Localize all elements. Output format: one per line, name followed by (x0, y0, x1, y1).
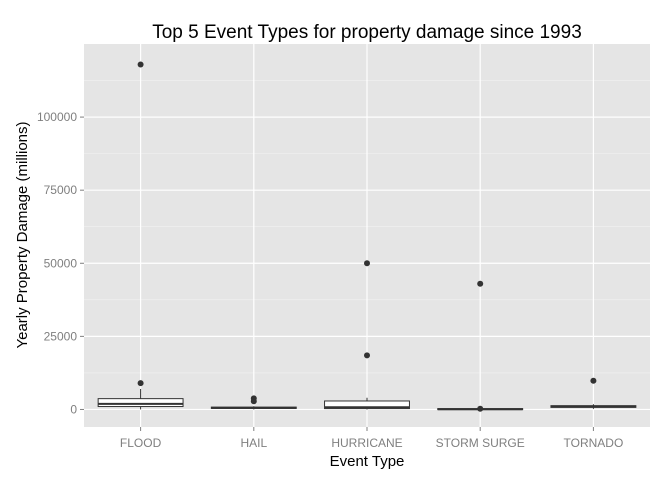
y-axis-title: Yearly Property Damage (millions) (14, 121, 31, 348)
outlier-point (137, 380, 144, 387)
x-tick-label: HURRICANE (331, 436, 402, 450)
box-flood (97, 61, 184, 410)
x-tick-label: STORM SURGE (436, 436, 525, 450)
outlier-point (364, 352, 370, 359)
y-tick-label: 75000 (44, 183, 78, 197)
y-tick-label: 100000 (37, 110, 77, 124)
box-body (97, 398, 184, 408)
box-hail (210, 395, 297, 410)
box-storm-surge (437, 280, 524, 412)
outlier-point (250, 398, 257, 405)
outlier-point (477, 280, 484, 287)
outlier-point (590, 377, 597, 384)
box-tornado (550, 377, 637, 409)
y-tick-label: 50000 (44, 256, 78, 270)
x-axis-title: Event Type (330, 453, 405, 470)
outlier-point (137, 61, 144, 68)
y-tick-label: 25000 (44, 329, 78, 343)
box-group (97, 61, 637, 412)
x-tick-label: FLOOD (120, 436, 162, 450)
box-body (324, 400, 410, 410)
y-axis-ticks: 0 25000 50000 75000 100000 (37, 110, 84, 416)
grid-lines (84, 44, 650, 427)
x-tick-label: HAIL (240, 436, 267, 450)
chart-title: Top 5 Event Types for property damage si… (152, 22, 582, 43)
y-tick-label: 0 (70, 402, 77, 416)
box-hurricane (324, 260, 410, 410)
x-axis-ticks: FLOOD HAIL HURRICANE STORM SURGE TORNADO (120, 427, 623, 450)
outlier-point (477, 405, 484, 412)
x-tick-label: TORNADO (564, 436, 624, 450)
outlier-point (364, 260, 370, 267)
